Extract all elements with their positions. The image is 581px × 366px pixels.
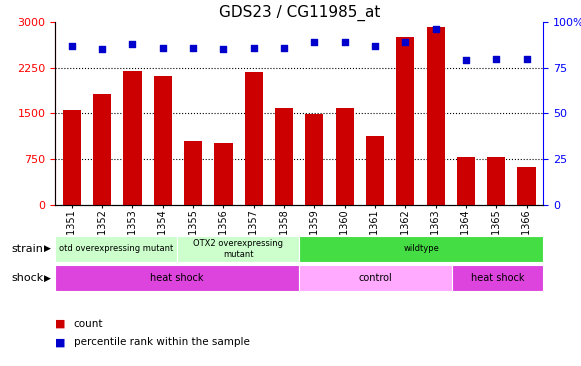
Bar [154,76,172,205]
Point [492,56,501,61]
Text: wildtype: wildtype [403,244,439,253]
Point [279,45,289,51]
Text: strain: strain [12,244,44,254]
Bar [305,114,324,205]
Text: ■: ■ [55,319,66,329]
Point [188,45,198,51]
Bar [366,136,384,205]
Title: GDS23 / CG11985_at: GDS23 / CG11985_at [218,4,380,20]
Bar [336,108,354,205]
Text: shock: shock [12,273,44,283]
Text: percentile rank within the sample: percentile rank within the sample [74,337,250,347]
Bar [184,141,202,205]
Bar [245,72,263,205]
Text: ▶: ▶ [44,274,51,283]
Point [219,46,228,52]
Text: count: count [74,319,103,329]
Text: ■: ■ [55,337,66,347]
Bar [55,236,177,262]
Bar [487,157,505,205]
Point [370,43,379,49]
Bar [214,143,232,205]
Bar [55,265,299,291]
Bar [299,265,452,291]
Point [461,57,471,63]
Bar [123,71,142,205]
Point [340,39,349,45]
Text: heat shock: heat shock [150,273,204,283]
Bar [275,108,293,205]
Text: heat shock: heat shock [471,273,524,283]
Text: ▶: ▶ [44,244,51,253]
Point [128,41,137,47]
Text: control: control [358,273,392,283]
Bar [396,37,414,205]
Point [401,39,410,45]
Bar [457,157,475,205]
Point [522,56,531,61]
Point [67,43,77,49]
Bar [93,94,112,205]
Bar [452,265,543,291]
Point [249,45,259,51]
Bar [63,110,81,205]
Point [431,26,440,32]
Point [158,45,167,51]
Point [98,46,107,52]
Text: otd overexpressing mutant: otd overexpressing mutant [59,244,173,253]
Bar [299,236,543,262]
Bar [177,236,299,262]
Text: OTX2 overexpressing
mutant: OTX2 overexpressing mutant [193,239,283,259]
Bar [426,27,444,205]
Bar [518,167,536,205]
Point [310,39,319,45]
